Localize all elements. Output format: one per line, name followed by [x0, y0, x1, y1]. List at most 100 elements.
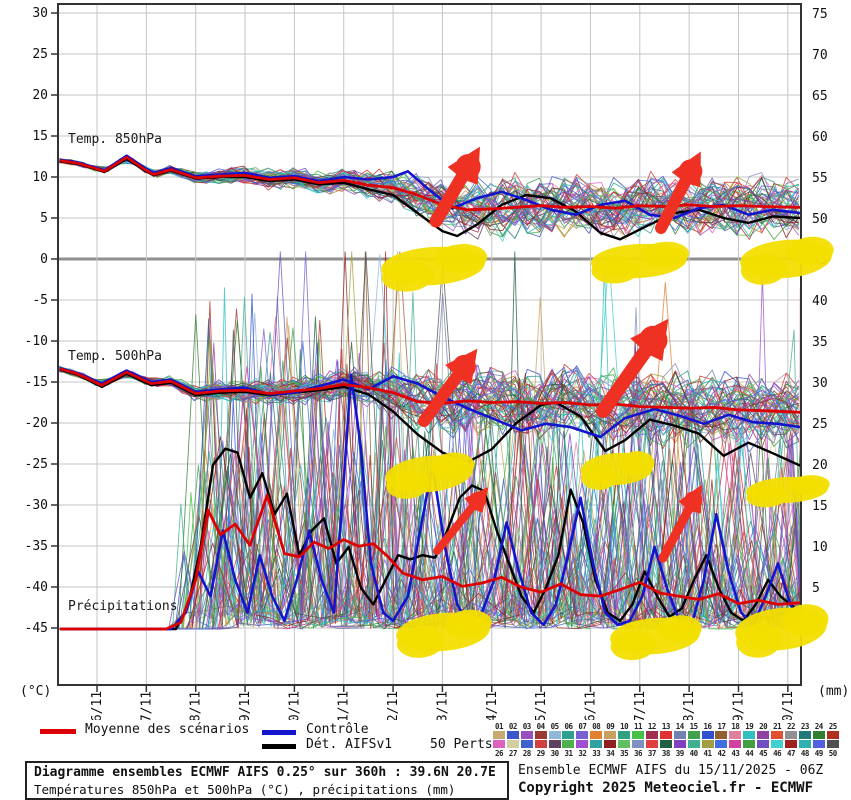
panel-labels: Temp. 850hPa Temp. 500hPa Précipitations	[68, 132, 178, 614]
axis-tick-label: 20	[812, 458, 828, 473]
pert-swatch-cell	[492, 731, 506, 740]
pert-color-swatch	[562, 740, 575, 748]
pert-color-swatch	[492, 740, 505, 748]
arrow-annotation	[418, 348, 478, 427]
pert-number: 18	[731, 722, 740, 731]
pert-number: 05	[550, 722, 560, 731]
pert-swatch-cell	[548, 731, 562, 740]
pert-swatch-cell	[603, 731, 617, 740]
pert-color-swatch	[618, 740, 631, 748]
pert-number: 26	[494, 749, 504, 758]
chart-title: Diagramme ensembles ECMWF AIFS 0.25° sur…	[34, 765, 496, 780]
axis-tick-label: 19/11	[238, 691, 253, 720]
pert-color-swatch	[743, 731, 756, 739]
axis-tick-label: 5	[812, 581, 820, 596]
axis-tick-label: 15	[32, 129, 48, 144]
pert-number: 19	[745, 722, 754, 731]
run-info: Ensemble ECMWF AIFS du 15/11/2025 - 06Z	[518, 763, 824, 778]
pert-number: 41	[703, 749, 713, 758]
pert-swatch-cell	[770, 740, 784, 749]
pert-swatch-cell	[575, 740, 589, 749]
pert-swatch-cell	[784, 731, 798, 740]
pert-number: 12	[647, 722, 657, 731]
pert-color-swatch	[590, 740, 603, 748]
axis-tick-label: 26/11	[583, 691, 598, 720]
legend-control-swatch	[262, 730, 296, 735]
pert-color-swatch	[590, 731, 603, 739]
arrow-annotation	[433, 486, 489, 555]
pert-number: 30	[550, 749, 560, 758]
pert-color-swatch	[715, 731, 728, 739]
axis-tick-label: 21/11	[337, 691, 352, 720]
axis-tick-label: 18/11	[189, 691, 204, 720]
pert-number: 31	[564, 749, 573, 758]
series-line	[59, 368, 801, 467]
axis-tick-label: -5	[32, 293, 48, 308]
pert-swatch-cell	[728, 731, 742, 740]
pert-color-swatch	[520, 731, 533, 739]
axis-tick-label: 30/11	[781, 691, 796, 720]
pert-number: 14	[675, 722, 685, 731]
pert-number: 49	[814, 749, 824, 758]
pert-color-swatch	[729, 740, 742, 748]
pert-color-swatch	[757, 740, 770, 748]
pert-number: 29	[536, 749, 546, 758]
axis-tick-label: 40	[812, 294, 828, 309]
axis-tick-label: -10	[25, 334, 48, 349]
pert-color-swatch	[743, 740, 756, 748]
pert-number: 43	[731, 749, 740, 758]
axis-tick-label: (°C)	[20, 684, 51, 699]
pert-color-swatch	[576, 731, 589, 739]
arrow-annotation	[429, 146, 481, 228]
pert-color-swatch	[534, 740, 547, 748]
axis-tick-label: 25	[812, 417, 828, 432]
pert-color-swatch	[812, 731, 825, 739]
axis-tick-label: 25	[32, 47, 48, 62]
pert-number: 23	[800, 722, 810, 731]
pert-swatch-cell	[784, 740, 798, 749]
pert-number: 48	[800, 749, 810, 758]
pert-color-swatch	[687, 740, 700, 748]
axis-tick-label: 10	[812, 540, 828, 555]
highlight-mark	[591, 241, 690, 284]
pert-color-swatch	[701, 740, 714, 748]
axis-tick-label: -30	[25, 498, 48, 513]
series-line	[58, 291, 801, 630]
axis-tick-label: 55	[812, 171, 828, 186]
pert-swatch-cell	[631, 731, 645, 740]
pert-color-swatch	[659, 740, 672, 748]
pert-swatch-cell	[798, 740, 812, 749]
pert-number: 01	[494, 722, 504, 731]
perturbation-legend: 01 02 03 04 05 06 07 08 09 10 11 12 13 14 15 16 17 18 19 20…	[492, 722, 840, 758]
pert-number: 16	[703, 722, 713, 731]
series-line	[58, 251, 801, 630]
axis-tick-label: 17/11	[139, 691, 154, 720]
pert-swatch-cell	[756, 740, 770, 749]
chart-info-box: Diagramme ensembles ECMWF AIFS 0.25° sur…	[25, 761, 509, 800]
pert-swatch-cell	[742, 731, 756, 740]
chart-subtitle: Températures 850hPa et 500hPa (°C) , pré…	[34, 782, 456, 797]
pert-color-swatch	[645, 731, 658, 739]
pert-swatch-cell	[645, 740, 659, 749]
pert-swatch-cell	[562, 740, 576, 749]
pert-swatch-cell	[645, 731, 659, 740]
legend-det-swatch	[262, 744, 296, 749]
arrow-annotation	[596, 318, 669, 418]
legend-mean-swatch	[40, 729, 76, 734]
pert-color-swatch	[604, 740, 617, 748]
highlight-mark	[735, 604, 829, 658]
pert-number: 50	[828, 749, 838, 758]
pert-swatch-cell	[506, 740, 520, 749]
copyright: Copyright 2025 Meteociel.fr - ECMWF	[518, 780, 814, 796]
axis-tick-label: 10	[32, 170, 48, 185]
pert-number: 47	[786, 749, 796, 758]
pert-color-swatch	[645, 740, 658, 748]
pert-color-swatch	[534, 731, 547, 739]
axis-tick-label: 50	[812, 212, 828, 227]
pert-color-swatch	[798, 731, 811, 739]
pert-color-swatch	[562, 731, 575, 739]
series-line	[59, 367, 801, 414]
panel-label-precip: Précipitations	[68, 599, 178, 614]
pert-swatch-cell	[812, 731, 826, 740]
